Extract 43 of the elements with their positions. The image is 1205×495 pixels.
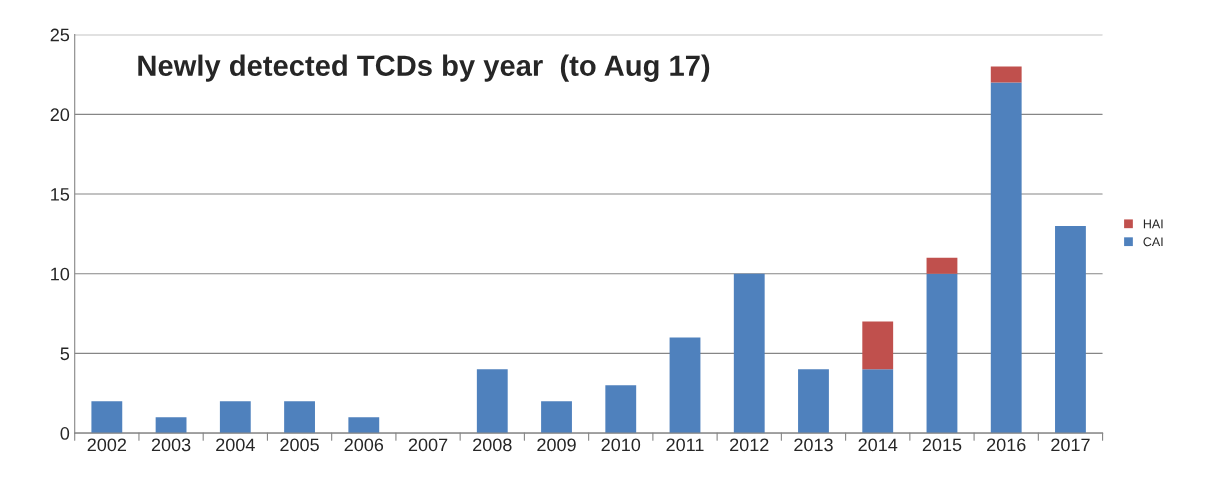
- x-tick-label: 2010: [601, 438, 641, 452]
- bar: [219, 401, 251, 434]
- y-tick-label: 5: [60, 347, 70, 361]
- x-tick-label: 2015: [922, 438, 962, 452]
- x-tick-label: 2009: [537, 438, 576, 452]
- bar: [990, 66, 1022, 83]
- text: Newly detected TCDs by year (to Aug 17): [138, 54, 710, 82]
- y-tick-label: 25: [50, 28, 70, 42]
- bar: [605, 385, 637, 434]
- y-tick-label: 0: [60, 427, 70, 440]
- bar: [541, 401, 572, 434]
- bar: [926, 257, 958, 274]
- x-tick-label: 2006: [344, 438, 384, 452]
- bar: [348, 417, 380, 434]
- bar: [669, 337, 701, 434]
- legend-label: CAI: [1143, 237, 1163, 247]
- x-tick-label: 2017: [1051, 438, 1090, 452]
- bar: [91, 401, 123, 434]
- bar: [284, 401, 315, 434]
- bar: [926, 273, 958, 434]
- x-tick-label: 2008: [473, 438, 512, 452]
- legend-label: HAI: [1143, 219, 1163, 229]
- x-tick-label: 2011: [666, 438, 704, 452]
- x-tick-label: 2002: [87, 438, 127, 452]
- bar: [798, 369, 829, 434]
- bar: [733, 273, 765, 434]
- x-tick-label: 2012: [730, 438, 769, 452]
- bar: [862, 369, 894, 434]
- bar: [1055, 225, 1086, 434]
- bar: [990, 82, 1022, 434]
- x-tick-label: 2007: [408, 438, 448, 452]
- x-tick-label: 2005: [280, 438, 319, 452]
- y-tick-label: 20: [50, 108, 70, 122]
- bar: [476, 369, 508, 434]
- x-tick-label: 2016: [987, 438, 1026, 452]
- x-tick-label: 2004: [216, 438, 255, 452]
- x-tick-label: 2014: [858, 438, 898, 452]
- x-tick-label: 2013: [794, 438, 833, 452]
- y-tick-label: 10: [51, 267, 70, 281]
- x-tick-label: 2003: [151, 438, 191, 452]
- bar: [862, 321, 894, 370]
- y-tick-label: 15: [51, 188, 70, 201]
- bar: [155, 417, 187, 434]
